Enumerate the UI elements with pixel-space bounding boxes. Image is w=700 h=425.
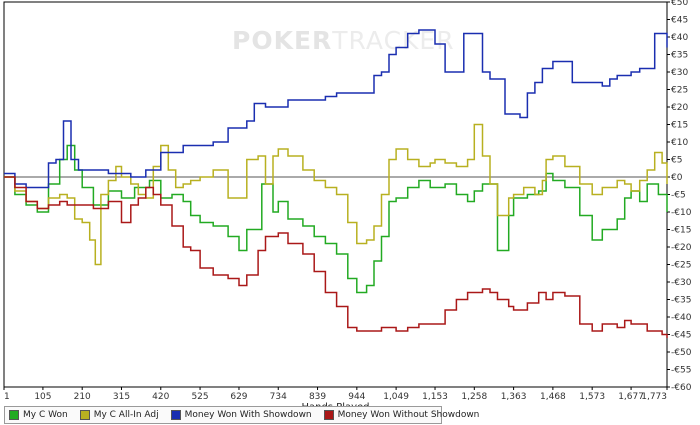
legend-item-2: My C All-In Adj: [79, 410, 159, 420]
watermark-part2: TRACKER: [332, 26, 455, 55]
x-tick-label: 1,363: [501, 392, 527, 402]
y-tick-label: -€45: [671, 331, 691, 341]
x-tick-label: 105: [34, 392, 51, 402]
x-tick-label: 1: [4, 392, 10, 402]
x-tick-label: 944: [348, 392, 365, 402]
y-tick-label: €35: [671, 51, 688, 61]
y-tick-label: €45: [671, 16, 688, 26]
y-tick-label: -€40: [671, 313, 692, 323]
y-tick-label: €5: [671, 156, 682, 166]
x-tick-label: 525: [191, 392, 208, 402]
x-tick-label: 1,258: [461, 392, 487, 402]
x-tick-label: 629: [230, 392, 247, 402]
legend-label: Money Won With Showdown: [184, 410, 312, 420]
x-tick-label: 420: [152, 392, 169, 402]
y-tick-label: -€25: [671, 261, 691, 271]
pokertracker-watermark: POKERTRACKER: [232, 26, 455, 55]
legend-swatch: [323, 410, 334, 420]
legend-label: Money Won Without Showdown: [337, 410, 480, 420]
y-tick-label: €30: [671, 68, 688, 78]
y-tick-label: €40: [671, 33, 688, 43]
legend-swatch: [79, 410, 90, 420]
x-tick-label: 315: [113, 392, 130, 402]
legend-label: My C Won: [23, 410, 68, 420]
x-tick-label: 734: [270, 392, 287, 402]
series-line-1: [4, 144, 668, 294]
y-tick-label: €10: [671, 138, 688, 148]
y-tick-label: €15: [671, 121, 688, 131]
x-tick-label: 1,153: [422, 392, 448, 402]
x-tick-label: 1,573: [579, 392, 605, 402]
y-tick-label: -€35: [671, 296, 691, 306]
x-tick-label: 1,468: [540, 392, 566, 402]
y-tick-label: -€50: [671, 348, 692, 358]
series-line-2: [4, 123, 668, 266]
y-tick-label: -€10: [671, 208, 692, 218]
x-tick-label: 1,049: [383, 392, 409, 402]
legend-swatch: [170, 410, 181, 420]
x-tick-label: 839: [309, 392, 326, 402]
series-line-3: [4, 29, 668, 189]
x-tick-label: 1,677: [618, 392, 644, 402]
x-tick-label: 210: [74, 392, 91, 402]
y-tick-label: -€30: [671, 278, 692, 288]
y-tick-label: €25: [671, 86, 688, 96]
legend-label: My C All-In Adj: [93, 410, 159, 420]
y-tick-label: -€15: [671, 226, 691, 236]
y-tick-label: -€5: [671, 191, 686, 201]
y-tick-label: -€20: [671, 243, 692, 253]
series-line-4: [4, 176, 668, 338]
legend-item-3: Money Won With Showdown: [170, 410, 312, 420]
legend-item-1: My C Won: [9, 410, 68, 420]
legend-swatch: [9, 410, 19, 420]
legend-item-4: Money Won Without Showdown: [323, 410, 480, 420]
y-tick-label: -€55: [671, 366, 691, 376]
watermark-part1: POKER: [232, 26, 333, 55]
y-tick-label: €20: [671, 103, 688, 113]
y-tick-label: -€60: [671, 383, 692, 393]
x-tick-label: 1,773: [641, 392, 667, 402]
y-tick-label: €0: [671, 173, 683, 183]
chart-legend: My C Won My C All-In Adj Money Won With Sh…: [4, 406, 479, 424]
y-tick-label: €50: [671, 0, 688, 8]
